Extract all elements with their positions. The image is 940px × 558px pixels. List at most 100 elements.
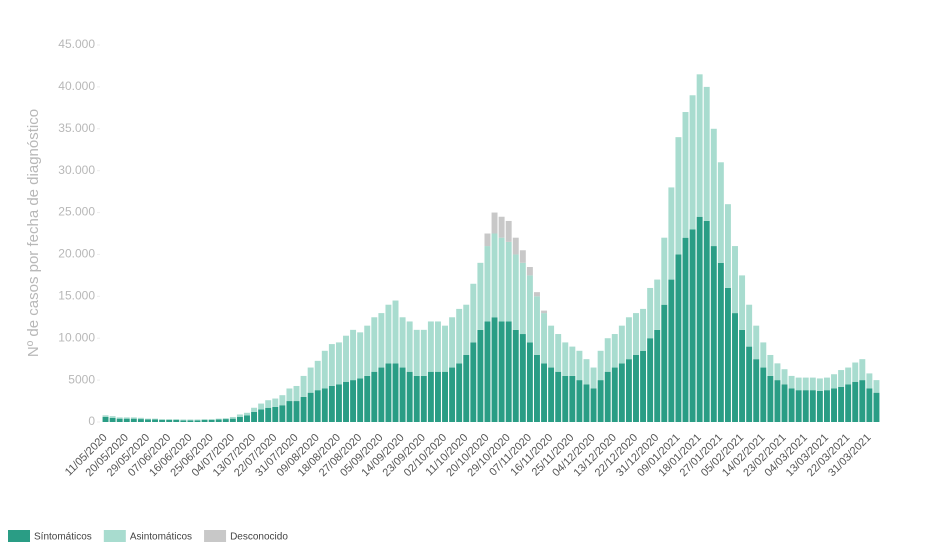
y-tick-label: 35.000 xyxy=(58,121,95,135)
y-tick-label: 10.000 xyxy=(58,330,95,344)
bar-segment xyxy=(477,329,484,422)
y-axis-label: Nº de casos por fecha de diagnóstico xyxy=(25,109,42,357)
bar-segment xyxy=(145,418,151,420)
bar-segment xyxy=(647,287,654,339)
bar-segment xyxy=(470,283,477,343)
legend-swatch xyxy=(204,530,227,542)
bar-segment xyxy=(371,371,378,422)
bar-segment xyxy=(618,363,625,422)
bar-segment xyxy=(689,95,696,230)
bar-segment xyxy=(710,128,717,247)
bar-segment xyxy=(265,407,272,422)
bar-segment xyxy=(823,390,830,422)
bar-segment xyxy=(364,375,371,422)
bar-segment xyxy=(364,325,371,376)
bar-segment xyxy=(456,363,463,422)
y-tick-label: 40.000 xyxy=(58,79,95,93)
bar-segment xyxy=(180,419,187,421)
bar-segment xyxy=(477,262,484,330)
bar-segment xyxy=(788,375,795,389)
bar-segment xyxy=(781,384,788,422)
bar-segment xyxy=(152,418,159,420)
bar-segment xyxy=(378,313,385,368)
bar-segment xyxy=(166,419,173,422)
bar-segment xyxy=(413,329,420,376)
bar-segment xyxy=(548,325,555,368)
bar-segment xyxy=(625,317,632,360)
bar-segment xyxy=(831,388,837,422)
y-tick-label: 25.000 xyxy=(58,205,95,219)
bar-segment xyxy=(194,420,201,422)
bar-segment xyxy=(300,396,307,422)
bar-segment xyxy=(866,373,873,389)
bar-segment xyxy=(335,342,342,385)
bar-segment xyxy=(236,414,243,417)
bar-segment xyxy=(576,380,583,422)
bar-segment xyxy=(145,419,151,422)
bar-segment xyxy=(244,412,250,416)
bar-segment xyxy=(583,359,590,385)
bar-segment xyxy=(328,385,335,422)
bar-segment xyxy=(682,112,689,238)
bar-segment xyxy=(321,388,328,422)
bar-segment xyxy=(173,419,180,420)
bar-segment xyxy=(576,350,583,381)
bar-segment xyxy=(809,377,816,391)
bar-segment xyxy=(307,392,314,422)
bar-segment xyxy=(541,363,548,422)
bar-segment xyxy=(845,384,852,422)
bar-segment xyxy=(173,419,180,422)
legend-label: Asintomáticos xyxy=(130,532,192,543)
bar-segment xyxy=(873,392,880,422)
bar-segment xyxy=(675,254,682,422)
y-tick-label: 5000 xyxy=(68,372,95,386)
bar-segment xyxy=(816,391,823,422)
bar-segment xyxy=(640,350,647,422)
bar-segment xyxy=(823,377,830,391)
y-tick-label: 15.000 xyxy=(58,289,95,303)
bar-segment xyxy=(519,334,526,422)
bar-segment xyxy=(831,374,837,389)
bar-segment xyxy=(258,403,265,410)
bar-segment xyxy=(654,329,661,422)
bar-segment xyxy=(788,388,795,422)
bar-segment xyxy=(180,420,187,422)
bar-segment xyxy=(286,388,293,402)
bar-segment xyxy=(541,313,548,364)
bar-segment xyxy=(371,317,378,372)
bar-segment xyxy=(102,416,109,422)
bar-segment xyxy=(682,237,689,422)
bar-segment xyxy=(852,362,859,382)
bar-segment xyxy=(123,418,130,422)
bar-segment xyxy=(300,375,307,397)
bar-segment xyxy=(229,418,236,422)
bar-segment xyxy=(123,417,130,419)
bar-segment xyxy=(534,292,540,297)
bar-segment xyxy=(392,300,399,364)
bar-segment xyxy=(583,384,590,422)
bar-segment xyxy=(116,418,123,422)
bar-segment xyxy=(512,329,519,422)
bar-segment xyxy=(569,375,576,422)
bar-segment xyxy=(442,371,448,422)
bar-segment xyxy=(208,419,215,420)
bar-segment xyxy=(449,317,456,368)
bar-segment xyxy=(427,371,434,422)
bar-segment xyxy=(208,419,215,422)
bar-segment xyxy=(201,419,208,422)
bar-segment xyxy=(760,367,767,422)
bar-segment xyxy=(449,367,456,422)
bar-segment xyxy=(215,418,222,420)
bar-segment xyxy=(668,279,675,422)
bar-segment xyxy=(739,329,746,422)
bar-segment xyxy=(385,304,392,364)
legend-label: Síntomáticos xyxy=(34,532,92,543)
bar-segment xyxy=(470,342,477,422)
bar-segment xyxy=(526,267,533,276)
bar-segment xyxy=(852,381,859,422)
bar-segment xyxy=(491,212,498,234)
bar-segment xyxy=(293,385,300,402)
bar-segment xyxy=(159,419,166,422)
bar-segment xyxy=(109,416,116,418)
